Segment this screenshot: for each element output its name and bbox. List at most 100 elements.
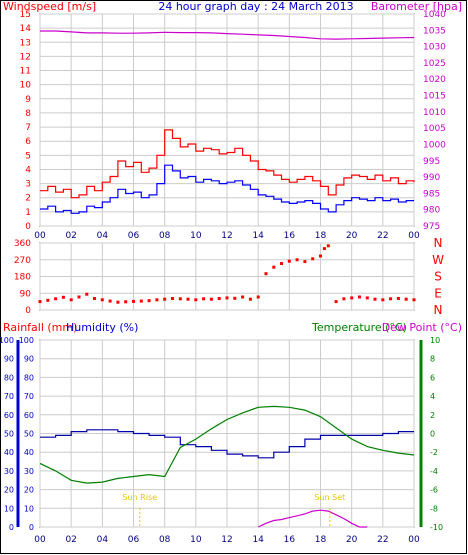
temperature-line — [39, 405, 415, 484]
compass-label: N — [434, 236, 443, 250]
wind-direction-point — [61, 295, 65, 299]
temperature-tick: -2 — [430, 448, 438, 457]
wind-direction-point — [303, 260, 307, 264]
rainfall-tick: 10 — [4, 504, 14, 513]
wind-direction-point — [256, 295, 260, 299]
x-tick-label: 18 — [315, 231, 327, 241]
barometer-tick: 1005 — [423, 124, 446, 134]
humidity-line — [40, 429, 414, 459]
wind-direction-point — [272, 265, 276, 269]
wind-direction-point — [381, 298, 385, 302]
wind-direction-point — [248, 297, 252, 301]
rainfall-tick: 40 — [4, 448, 14, 457]
wind-direction-point — [264, 272, 268, 276]
direction-tick: 0 — [25, 306, 31, 316]
barometer-tick: 975 — [423, 222, 440, 232]
rainfall-tick: 30 — [4, 467, 14, 476]
barometer-tick: 1000 — [423, 140, 446, 150]
wind-direction-point — [217, 297, 221, 300]
climate-panel-x-tick-labels: 00 02 04 06 08 10 12 14 16 18 20 22 00 — [34, 535, 420, 545]
windspeed-tick: 12 — [20, 52, 31, 62]
windspeed-tick: 8 — [25, 109, 31, 119]
rainfall-tick: 100 — [0, 336, 14, 345]
barometer-line — [40, 30, 415, 40]
wind-direction-point — [326, 244, 330, 248]
humidity-tick: 20 — [24, 486, 34, 495]
barometer-tick: 1040 — [423, 10, 446, 20]
direction-tick: 360 — [14, 239, 31, 249]
x-tick-label: 00 — [408, 231, 420, 241]
rainfall-tick: 70 — [4, 392, 14, 401]
wind-direction-point — [404, 297, 408, 301]
barometer-tick: 995 — [423, 157, 440, 167]
wind-direction-points — [38, 244, 416, 304]
wind-direction-point — [116, 300, 120, 304]
temperature-tick: -4 — [430, 467, 438, 476]
humidity-tick: 90 — [24, 355, 34, 364]
wind-direction-point — [100, 298, 104, 302]
x-tick-label: 14 — [252, 535, 264, 545]
wind-panel-x-tick-labels: 00 02 04 06 08 10 12 14 16 18 20 22 00 — [34, 231, 420, 241]
barometer-axis-label: Barometer [hpa] — [371, 0, 462, 13]
barometer-tick: 990 — [423, 173, 440, 183]
x-tick-label: 16 — [284, 535, 296, 545]
humidity-tick: 10 — [24, 504, 34, 513]
wind-direction-point — [358, 295, 361, 299]
wind-direction-point — [108, 299, 112, 303]
barometer-tick: 1025 — [423, 59, 446, 69]
x-tick-label: 04 — [97, 535, 109, 545]
x-tick-label: 04 — [97, 231, 109, 241]
humidity-tick: 100 — [19, 336, 34, 345]
x-tick-label: 10 — [190, 231, 202, 241]
x-tick-label: 10 — [190, 535, 202, 545]
windspeed-tick: 3 — [25, 180, 31, 190]
wind-direction-point — [322, 247, 326, 251]
wind-direction-point — [155, 298, 159, 302]
wind-direction-point — [124, 300, 128, 304]
wind-direction-point — [319, 254, 322, 258]
graph-title: 24 hour graph day : 24 March 2013 — [158, 0, 353, 13]
wind-direction-point — [77, 295, 81, 299]
temperature-axis-label: Temperature (°C) — [311, 321, 407, 334]
barometer-tick: 1020 — [423, 75, 446, 85]
compass-label: W — [432, 253, 444, 267]
wind-direction-point — [38, 300, 42, 304]
x-tick-label: 22 — [377, 535, 388, 545]
windspeed-tick: 1 — [25, 208, 31, 218]
wind-direction-point — [280, 262, 283, 265]
x-tick-label: 18 — [315, 535, 327, 545]
temperature-tick: 4 — [430, 392, 435, 401]
windspeed-tick: 9 — [25, 95, 31, 105]
humidity-tick: 30 — [24, 467, 34, 476]
x-tick-label: 00 — [34, 535, 46, 545]
wind-direction-point — [186, 297, 190, 301]
wind-direction-point — [163, 297, 167, 301]
wind-direction-point — [178, 297, 182, 301]
barometer-tick-labels: 975 980 985 990 995 1000 1005 1010 1015 1020 1025 1… — [423, 10, 446, 232]
direction-tick: 180 — [14, 273, 31, 283]
humidity-tick: 60 — [24, 411, 34, 420]
x-tick-label: 20 — [346, 231, 358, 241]
direction-tick: 90 — [20, 289, 32, 299]
temperature-tick: 8 — [430, 355, 435, 364]
temperature-tick: 10 — [430, 336, 440, 345]
temperature-tick: -8 — [430, 504, 438, 513]
wind-direction-point — [147, 299, 151, 303]
x-tick-label: 16 — [284, 231, 296, 241]
rainfall-tick: 0 — [9, 523, 14, 532]
wind-direction-point — [93, 297, 96, 300]
x-tick-label: 00 — [34, 231, 46, 241]
compass-label: S — [434, 270, 442, 284]
rainfall-tick: 90 — [4, 355, 14, 364]
humidity-tick: 70 — [24, 392, 34, 401]
rainfall-tick: 60 — [4, 411, 14, 420]
wind-direction-point — [396, 297, 400, 300]
wind-direction-point — [194, 298, 198, 302]
wind-direction-point — [373, 297, 377, 301]
barometer-tick: 985 — [423, 189, 440, 199]
wind-direction-point — [342, 297, 346, 301]
windspeed-tick: 13 — [20, 38, 31, 48]
wind-direction-point — [311, 257, 315, 261]
